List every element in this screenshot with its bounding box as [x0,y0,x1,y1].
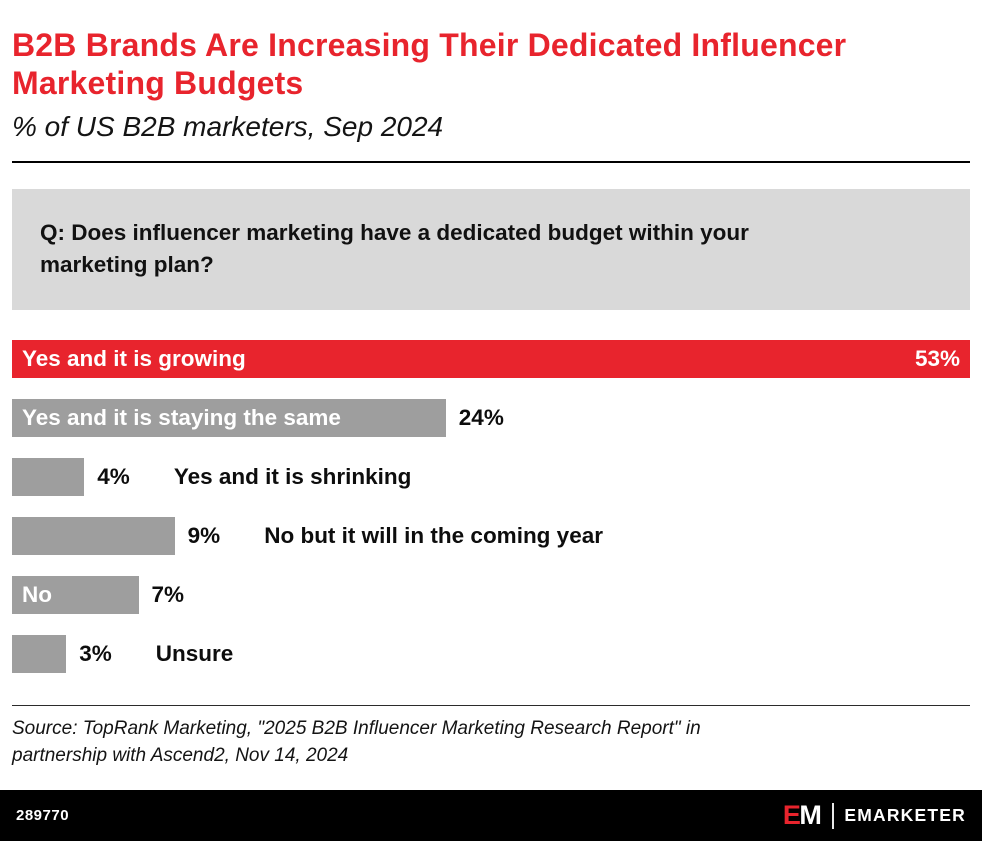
bar-staying-same: Yes and it is staying the same [12,399,446,438]
chart-page: B2B Brands Are Increasing Their Dedicate… [12,27,970,769]
bar-label: Yes and it is staying the same [22,405,341,431]
bar-row-yes-growing: Yes and it is growing 53% [12,340,970,379]
page-subtitle: % of US B2B marketers, Sep 2024 [12,110,444,142]
emarketer-logo: EM EMARKETER [783,802,966,829]
bar-coming-year [12,517,175,556]
bar-chart: Yes and it is growing 53% Yes and it is … [12,340,970,674]
footer-bar: 289770 EM EMARKETER [0,790,982,841]
question-box: Q: Does influencer marketing have a dedi… [12,188,970,311]
bar-value: 3% [79,641,112,667]
bar-yes-growing: Yes and it is growing 53% [12,340,970,379]
bar-value: 9% [187,523,221,549]
bar-row-coming-year: 9% No but it will in the coming year [12,517,970,556]
logo-divider [832,802,835,829]
bar-label: Yes and it is growing [22,346,246,372]
bar-value: 7% [151,582,185,608]
bar-label: No but it will in the coming year [264,523,603,549]
bar-label: No [22,582,52,608]
bar-shrinking [12,458,85,497]
bar-no: No [12,576,139,615]
bar-value: 24% [458,405,504,431]
emarketer-em-mark-icon: EM [782,800,822,830]
bar-row-no: No 7% [12,576,970,615]
bar-value: 53% [914,346,960,372]
source-line-1: Source: TopRank Marketing, "2025 B2B Inf… [12,718,701,740]
chart-id: 289770 [16,807,70,824]
source-text: Source: TopRank Marketing, "2025 B2B Inf… [12,716,970,769]
source-divider [12,705,970,707]
question-text: Q: Does influencer marketing have a dedi… [40,219,749,278]
source-line-2: partnership with Ascend2, Nov 14, 2024 [12,744,349,766]
bar-label: Yes and it is shrinking [173,464,412,490]
bar-label: Unsure [155,641,234,667]
page-title: B2B Brands Are Increasing Their Dedicate… [12,27,847,102]
bar-row-staying-same: Yes and it is staying the same 24% [12,399,970,438]
bar-row-unsure: 3% Unsure [12,635,970,674]
bar-row-shrinking: 4% Yes and it is shrinking [12,458,970,497]
header-divider [12,160,970,163]
bar-unsure [12,635,67,674]
bar-value: 4% [97,464,130,490]
logo-wordmark: EMARKETER [844,805,966,825]
